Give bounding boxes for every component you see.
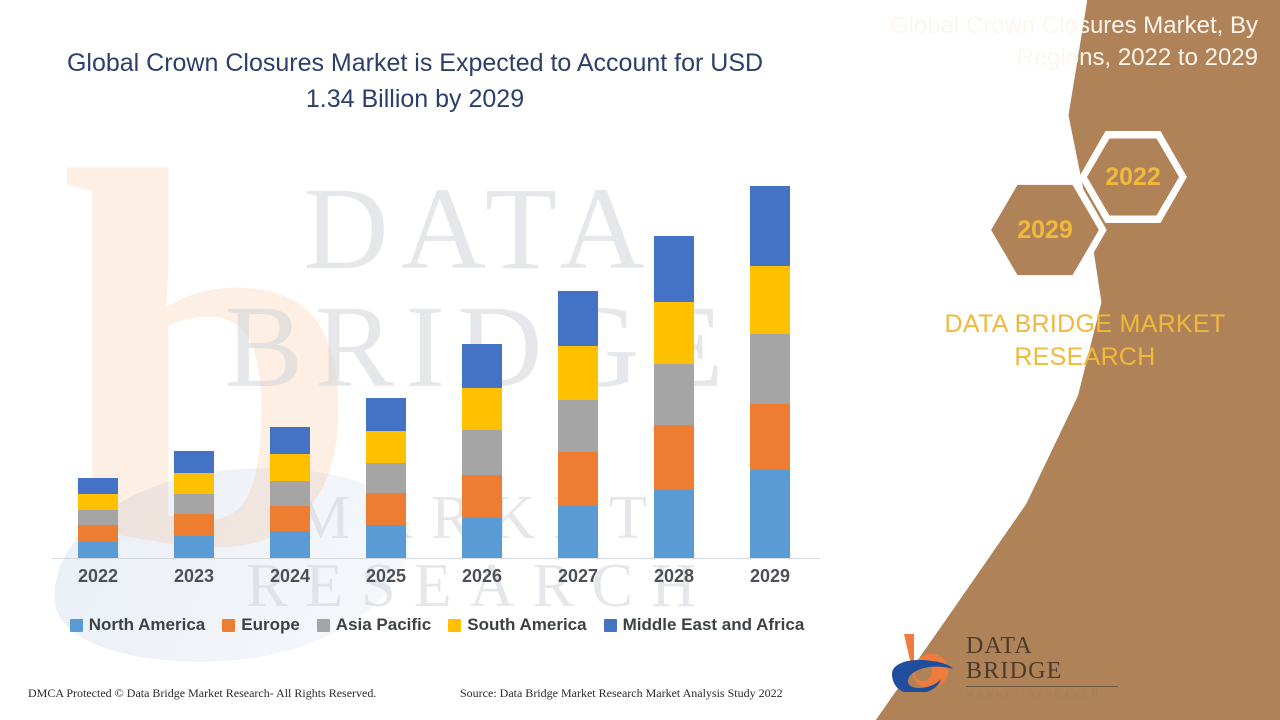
bar-segment-asia-pacific	[78, 510, 118, 525]
x-axis-label-2023: 2023	[173, 566, 215, 586]
legend-item-middle-east-and-africa[interactable]: Middle East and Africa	[603, 615, 805, 635]
bar-segment-europe	[558, 452, 598, 506]
bar-segment-europe	[750, 404, 790, 470]
legend-label: North America	[88, 615, 206, 634]
bar-segment-north-america	[78, 542, 118, 558]
hexagon-badge-start-year: 2022	[1078, 128, 1188, 226]
legend-label: South America	[467, 615, 587, 634]
panel-brand-name: DATA BRIDGE MARKET RESEARCH	[944, 310, 1226, 371]
bar-segment-middle-east-and-africa	[462, 344, 502, 388]
bar-segment-south-america	[750, 266, 790, 334]
bar-segment-asia-pacific	[750, 334, 790, 404]
bar-segment-middle-east-and-africa	[174, 451, 214, 473]
bar-segment-north-america	[750, 470, 790, 558]
logo-mark-icon	[892, 634, 953, 692]
bar-segment-asia-pacific	[558, 400, 598, 452]
bar-segment-europe	[366, 493, 406, 525]
bar-segment-asia-pacific	[366, 463, 406, 493]
x-axis-label-2029: 2029	[749, 566, 791, 586]
legend-item-south-america[interactable]: South America	[448, 615, 587, 635]
x-axis-label-2025: 2025	[365, 566, 407, 586]
panel-title: Global Crown Closures Market, By Regions…	[889, 12, 1258, 72]
chart-legend: North America Europe Asia Pacific South Ame…	[52, 615, 822, 635]
hexagon-inner-fill	[1086, 138, 1180, 216]
bar-segment-asia-pacific	[654, 364, 694, 425]
bar-segment-middle-east-and-africa	[558, 291, 598, 346]
x-axis-labels: 2022 2023 2024 2025 2026 2027 2028 2029	[52, 566, 820, 594]
bar-segment-europe	[462, 475, 502, 518]
bar-2024	[270, 427, 310, 558]
legend-swatch-icon	[603, 618, 617, 632]
legend-item-asia-pacific[interactable]: Asia Pacific	[316, 615, 432, 635]
hexagon-start-year-label: 2022	[1105, 162, 1161, 191]
bar-2022	[78, 478, 118, 558]
x-axis-label-2027: 2027	[557, 566, 599, 586]
bar-segment-south-america	[78, 494, 118, 510]
bar-segment-asia-pacific	[270, 481, 310, 506]
bar-2023	[174, 451, 214, 558]
legend-swatch-icon	[69, 618, 83, 632]
bar-2027	[558, 291, 598, 558]
bar-2025	[366, 398, 406, 558]
legend-swatch-icon	[222, 618, 236, 632]
bar-segment-south-america	[366, 431, 406, 463]
data-bridge-logo: DATA BRIDGE MARKET RESEARCH	[890, 630, 1120, 699]
stacked-bar-series	[52, 150, 820, 558]
bar-segment-middle-east-and-africa	[750, 186, 790, 266]
bar-2026	[462, 344, 502, 558]
bar-segment-europe	[270, 506, 310, 531]
bar-segment-europe	[654, 425, 694, 490]
legend-item-europe[interactable]: Europe	[222, 615, 300, 635]
bar-segment-south-america	[654, 302, 694, 364]
bar-2028	[654, 236, 694, 558]
legend-item-north-america[interactable]: North America	[69, 615, 206, 635]
bar-segment-asia-pacific	[462, 430, 502, 475]
bar-segment-europe	[174, 514, 214, 536]
bar-segment-north-america	[462, 518, 502, 558]
legend-label: Asia Pacific	[335, 615, 432, 634]
footer-copyright: DMCA Protected © Data Bridge Market Rese…	[28, 686, 377, 700]
bar-segment-europe	[78, 525, 118, 542]
bar-segment-north-america	[654, 490, 694, 558]
hexagon-end-year-label: 2029	[1017, 215, 1073, 244]
bar-segment-south-america	[462, 388, 502, 430]
x-axis-label-2026: 2026	[461, 566, 503, 586]
hexagon-inner-fill	[991, 184, 1099, 276]
legend-label: Europe	[241, 615, 300, 634]
bar-segment-middle-east-and-africa	[366, 398, 406, 431]
logo-name: DATA BRIDGE	[966, 633, 1063, 685]
legend-swatch-icon	[448, 618, 462, 632]
bar-segment-asia-pacific	[174, 494, 214, 514]
x-axis-label-2022: 2022	[77, 566, 119, 586]
x-axis-label-2024: 2024	[269, 566, 311, 586]
chart-title: Global Crown Closures Market is Expected…	[66, 49, 764, 113]
bar-segment-south-america	[270, 454, 310, 481]
footer-source: Source: Data Bridge Market Research Mark…	[460, 686, 783, 700]
legend-label: Middle East and Africa	[622, 615, 805, 634]
bar-segment-middle-east-and-africa	[78, 478, 118, 494]
x-axis-line	[52, 558, 820, 559]
bar-segment-middle-east-and-africa	[654, 236, 694, 302]
hexagon-badge-end-year: 2029	[982, 174, 1108, 286]
x-axis-label-2028: 2028	[653, 566, 695, 586]
legend-swatch-icon	[316, 618, 330, 632]
bar-segment-north-america	[270, 531, 310, 558]
bar-segment-middle-east-and-africa	[270, 427, 310, 454]
hexagon-badges: 2022 2029	[980, 128, 1200, 288]
logo-divider	[966, 686, 1118, 688]
bar-segment-north-america	[366, 525, 406, 558]
bar-segment-south-america	[558, 346, 598, 400]
bar-2029	[750, 186, 790, 558]
bar-segment-south-america	[174, 473, 214, 494]
bar-segment-north-america	[174, 536, 214, 558]
logo-tagline: MARKET RESEARCH	[966, 689, 1102, 700]
bar-segment-north-america	[558, 506, 598, 558]
logo-wordmark: DATA BRIDGE MARKET RESEARCH	[966, 633, 1126, 700]
